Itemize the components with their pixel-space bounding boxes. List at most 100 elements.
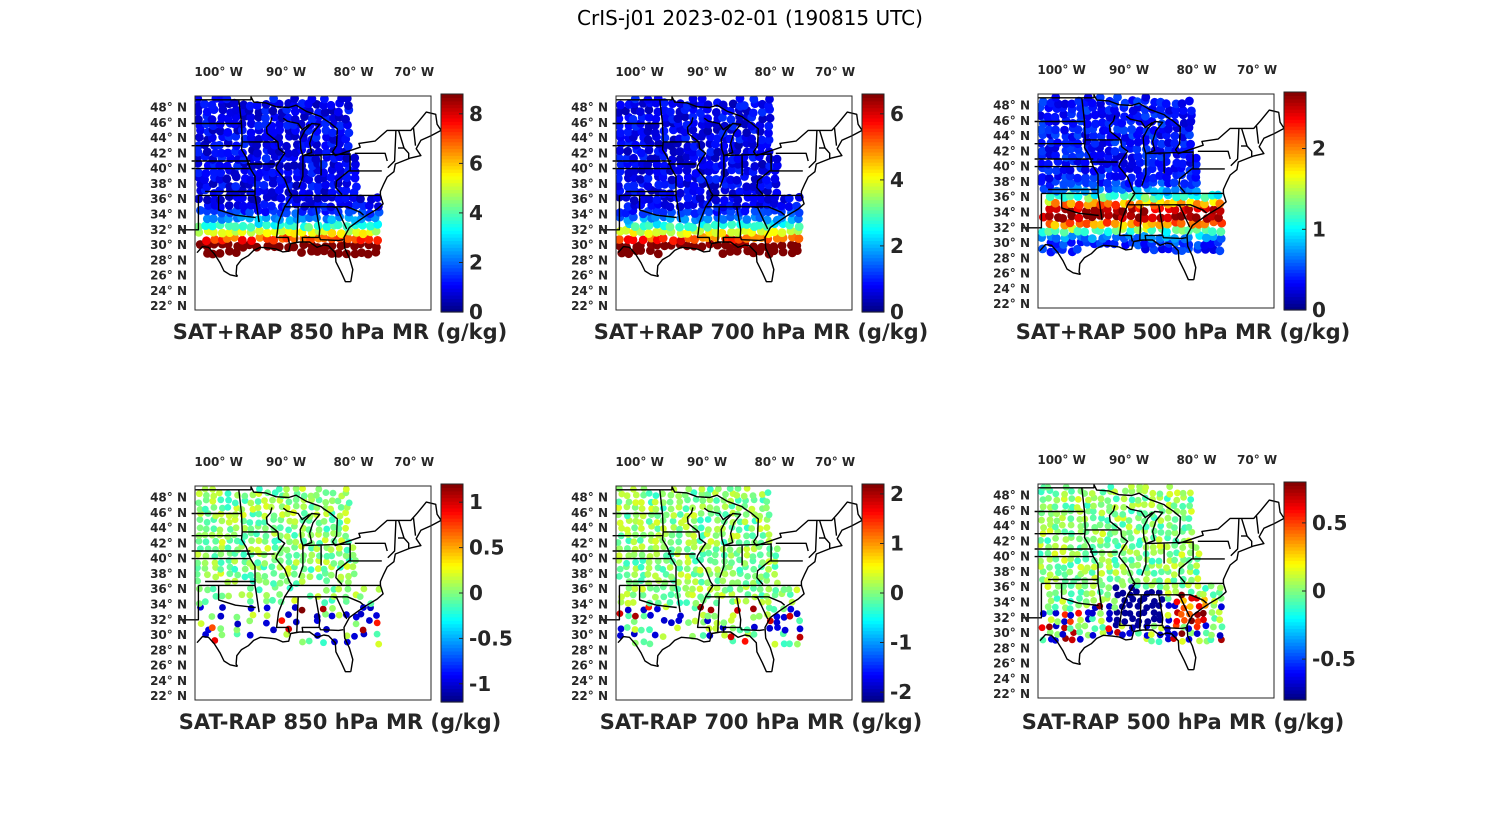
colorbar-segment — [1284, 676, 1306, 681]
swath-pixel — [1089, 173, 1099, 183]
colorbar-segment — [441, 291, 463, 296]
swath-pixel — [1059, 598, 1067, 605]
coastline-and-state-borders — [1021, 484, 1285, 671]
swath-pixel — [246, 617, 254, 625]
swath-pixel — [796, 617, 803, 625]
swath-pixel — [755, 612, 763, 620]
panel-sat-rap-sum-500: 100° W 90° W 80° W 70° W 48° N 46° N 44° N 42° … — [968, 58, 1398, 358]
colorbar-segment — [862, 552, 884, 557]
swath-pixel — [371, 226, 381, 236]
swath-pixel — [713, 505, 721, 513]
colorbar-segment — [1284, 265, 1306, 270]
swath-pixel — [1126, 629, 1133, 637]
swath-pixel — [196, 506, 204, 513]
swath-pixel — [625, 498, 633, 506]
colorbar-segment — [862, 148, 884, 153]
coastline — [764, 519, 863, 672]
state-border — [1127, 204, 1208, 214]
swath-pixel — [689, 181, 699, 191]
swath-pixel — [763, 572, 770, 579]
swath-pixel — [1194, 575, 1202, 583]
swath-pixel — [330, 586, 338, 593]
swath-pixel — [630, 222, 640, 232]
swath-pixel — [714, 566, 721, 573]
colorbar-segment — [441, 131, 463, 136]
swath-pixel — [712, 532, 720, 539]
state-border — [722, 206, 742, 243]
swath-pixel — [1187, 588, 1195, 596]
swath-pixel — [1119, 521, 1127, 528]
swath-pixel — [298, 531, 306, 539]
swath-pixel — [1119, 511, 1127, 518]
state-border — [282, 117, 311, 131]
colorbar-segment — [441, 582, 463, 587]
swath-pixel — [747, 121, 757, 131]
swath-pixel — [1179, 502, 1187, 510]
swath-pixel — [1073, 226, 1083, 236]
swath-pixel — [1185, 523, 1193, 531]
colorbar-segment — [1284, 238, 1306, 243]
swath-pixel — [352, 182, 361, 192]
swath-pixel — [1111, 522, 1118, 530]
swath-pixel — [660, 179, 670, 189]
swath-pixel — [1171, 185, 1180, 195]
swath-pixel — [653, 96, 663, 103]
swath-pixel — [350, 153, 360, 163]
state-border — [705, 206, 786, 216]
state-border — [719, 155, 725, 188]
state-border — [265, 117, 293, 244]
swath-pixel — [343, 234, 353, 244]
swath-pixel — [704, 579, 711, 587]
colorbar-segment — [1284, 533, 1306, 538]
colorbar-segment — [441, 501, 463, 506]
swath-pixel — [726, 115, 736, 124]
latitude-tick-label: 44° N — [150, 131, 187, 145]
swath-pixel — [1140, 501, 1148, 508]
colorbar-segment — [1284, 214, 1306, 219]
swath-pixel — [639, 585, 646, 593]
colorbar-segment — [441, 206, 463, 211]
swath-pixel — [1104, 591, 1111, 598]
swath-pixel — [1067, 521, 1075, 529]
swath-pixel — [255, 519, 263, 527]
coastline — [1186, 517, 1285, 670]
swath-pixel — [323, 587, 330, 594]
colorbar-tick-label: 0 — [469, 581, 483, 605]
swath-pixel — [226, 550, 234, 557]
swath-pixel — [200, 99, 209, 109]
swath-pixel — [218, 631, 226, 639]
swath-pixel — [743, 545, 751, 553]
swath-pixel — [210, 492, 218, 500]
colorbar-segment — [862, 97, 884, 102]
swath-pixel — [771, 570, 778, 578]
swath-pixel — [1164, 611, 1172, 619]
swath-pixel — [248, 537, 255, 545]
colorbar-segment — [1284, 194, 1306, 199]
swath-pixel — [1195, 603, 1203, 610]
swath-pixel — [1061, 556, 1068, 564]
swath-pixel — [792, 201, 801, 211]
swath-pixel — [685, 486, 693, 493]
coastline — [617, 635, 659, 668]
colorbar-segment — [441, 264, 463, 269]
swath-pixel — [1068, 119, 1078, 128]
swath-pixel — [201, 531, 209, 539]
swath-pixel — [1126, 226, 1136, 236]
colorbar-segment — [441, 254, 463, 259]
swath-pixel — [1155, 171, 1165, 180]
swath-pixel — [692, 578, 699, 586]
state-border — [1175, 594, 1191, 618]
swath-pixel — [1179, 118, 1189, 128]
swath-pixel — [249, 611, 257, 619]
colorbar-segment — [441, 667, 463, 672]
swath-pixel — [1216, 616, 1224, 624]
colorbar-tick-label: -1 — [469, 672, 491, 696]
swath-pixel — [283, 533, 291, 540]
swath-pixel — [268, 168, 278, 178]
swath-pixel — [682, 152, 692, 162]
swath-pixel — [307, 96, 317, 104]
swath-pixel — [743, 539, 751, 547]
swath-pixel — [1074, 96, 1084, 106]
swath-pixel — [320, 639, 327, 647]
panel-title: SAT+RAP 850 hPa MR (g/kg) — [172, 320, 508, 344]
